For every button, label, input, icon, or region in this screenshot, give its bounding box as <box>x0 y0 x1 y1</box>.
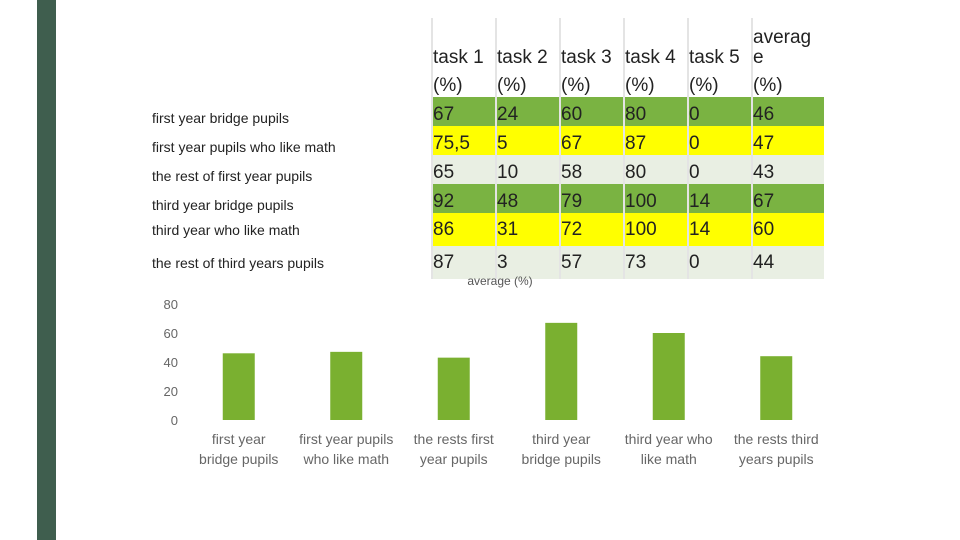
bar <box>545 322 578 420</box>
header-average-text: average <box>753 27 812 68</box>
row-value-cell: 92 <box>432 184 497 213</box>
table-row: first year bridge pupils 67 24 60 80 0 46 <box>152 97 824 126</box>
row-value-cell: 75,5 <box>432 126 497 155</box>
row-value-cell: 100 <box>624 184 689 213</box>
unit-row-label <box>152 73 433 97</box>
row-value-cell: 100 <box>624 213 689 246</box>
row-value-cell: 80 <box>624 155 689 184</box>
row-value-cell: 79 <box>560 184 625 213</box>
row-value-cell: 67 <box>560 126 625 155</box>
row-label: the rest of third years pupils <box>152 246 433 279</box>
row-value-cell: 86 <box>432 213 497 246</box>
row-value-cell: 60 <box>752 213 824 246</box>
row-value-cell: 67 <box>752 184 824 213</box>
row-value-cell: 60 <box>560 97 625 126</box>
row-label: the rest of first year pupils <box>152 155 433 184</box>
bar <box>437 357 470 420</box>
row-value-cell: 3 <box>496 246 561 279</box>
row-value-cell: 67 <box>432 97 497 126</box>
bar <box>330 351 363 420</box>
category-label: year pupils <box>420 451 488 467</box>
header-task-3: task 3 <box>560 18 625 73</box>
chart-title: average (%) <box>467 274 533 288</box>
y-tick-label: 0 <box>171 413 178 428</box>
row-value-cell: 48 <box>496 184 561 213</box>
average-bar-chart: 0 20 40 60 80 first year bridge pupils first ye… <box>164 297 819 467</box>
row-value-cell: 14 <box>688 184 753 213</box>
row-value-cell: 43 <box>752 155 824 184</box>
row-value-cell: 0 <box>688 97 753 126</box>
row-value-cell: 87 <box>624 126 689 155</box>
row-value-cell: 5 <box>496 126 561 155</box>
row-value-cell: 72 <box>560 213 625 246</box>
row-value-cell: 31 <box>496 213 561 246</box>
y-tick-label: 60 <box>164 326 178 341</box>
row-value-cell: 44 <box>752 246 824 279</box>
row-value-cell: 0 <box>688 155 753 184</box>
row-label: first year pupils who like math <box>152 126 433 155</box>
category-label: bridge pupils <box>522 451 601 467</box>
row-value-cell: 87 <box>432 246 497 279</box>
header-task-4: task 4 <box>624 18 689 73</box>
y-tick-label: 20 <box>164 384 178 399</box>
unit-cell: (%) <box>752 73 824 97</box>
header-task-2: task 2 <box>496 18 561 73</box>
row-value-cell: 14 <box>688 213 753 246</box>
bar <box>222 353 255 420</box>
category-label: the rests first <box>414 431 494 447</box>
row-value-cell: 10 <box>496 155 561 184</box>
category-label: who like math <box>302 451 389 467</box>
category-label: the rests third <box>734 431 819 447</box>
table-row: third year who like math 86 31 72 100 14 60 <box>152 213 824 246</box>
category-label: first year pupils <box>299 431 393 447</box>
unit-cell: (%) <box>688 73 753 97</box>
row-label: third year who like math <box>152 213 433 246</box>
category-label: third year <box>532 431 591 447</box>
category-label: first year <box>212 431 266 447</box>
row-value-cell: 46 <box>752 97 824 126</box>
table-header-row: task 1 task 2 task 3 task 4 task 5 avera… <box>152 18 824 73</box>
unit-cell: (%) <box>432 73 497 97</box>
table-row: the rest of first year pupils 65 10 58 80 0 43 <box>152 155 824 184</box>
unit-cell: (%) <box>560 73 625 97</box>
row-value-cell: 80 <box>624 97 689 126</box>
bar <box>760 356 793 420</box>
row-value-cell: 58 <box>560 155 625 184</box>
table-body: first year bridge pupils 67 24 60 80 0 46 first… <box>152 97 824 279</box>
row-value-cell: 65 <box>432 155 497 184</box>
y-tick-label: 80 <box>164 297 178 312</box>
row-label: third year bridge pupils <box>152 184 433 213</box>
row-value-cell: 0 <box>688 246 753 279</box>
row-label: first year bridge pupils <box>152 97 433 126</box>
side-accent-bar <box>37 0 56 540</box>
table-unit-row: (%) (%) (%) (%) (%) (%) <box>152 73 824 97</box>
row-value-cell: 24 <box>496 97 561 126</box>
category-label: bridge pupils <box>199 451 278 467</box>
results-table: task 1 task 2 task 3 task 4 task 5 avera… <box>152 18 824 279</box>
bar <box>652 333 685 420</box>
category-label: third year who <box>625 431 713 447</box>
table-corner-cell <box>152 18 433 73</box>
y-tick-label: 40 <box>164 355 178 370</box>
table-row: first year pupils who like math 75,5 5 67 87… <box>152 126 824 155</box>
header-average: average <box>752 18 824 73</box>
unit-cell: (%) <box>624 73 689 97</box>
row-value-cell: 57 <box>560 246 625 279</box>
row-value-cell: 73 <box>624 246 689 279</box>
table-row: third year bridge pupils 92 48 79 100 14 67 <box>152 184 824 213</box>
header-task-1: task 1 <box>432 18 497 73</box>
unit-cell: (%) <box>496 73 561 97</box>
header-task-5: task 5 <box>688 18 753 73</box>
row-value-cell: 47 <box>752 126 824 155</box>
category-label: like math <box>641 451 697 467</box>
table-row: the rest of third years pupils 87 3 57 73 0 44 <box>152 246 824 279</box>
category-label: years pupils <box>739 451 814 467</box>
row-value-cell: 0 <box>688 126 753 155</box>
